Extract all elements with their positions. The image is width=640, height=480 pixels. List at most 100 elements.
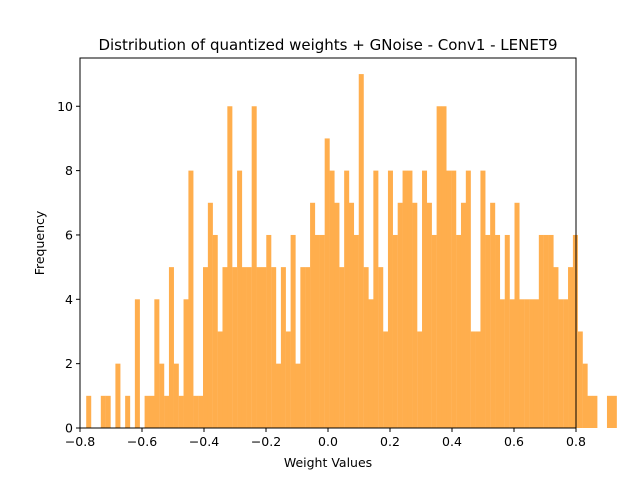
- histogram-bar: [86, 395, 92, 428]
- x-tick-label: −0.8: [65, 434, 95, 449]
- histogram-bar: [592, 395, 598, 428]
- histogram-bar: [285, 331, 291, 428]
- x-axis-ticks: −0.8 −0.6 −0.4 −0.2 0.0 0.2 0.4 0.6 0.8: [65, 428, 586, 449]
- histogram-bar: [324, 138, 330, 428]
- x-tick-label: 0.0: [318, 434, 338, 449]
- histogram-bar: [460, 202, 466, 428]
- histogram-bar: [451, 170, 457, 429]
- histogram-bar: [334, 202, 340, 428]
- histogram-bar: [538, 234, 544, 428]
- x-tick-label: −0.2: [251, 434, 281, 449]
- histogram-bar: [290, 234, 296, 428]
- histogram-bar: [519, 299, 525, 428]
- histogram-bar: [417, 331, 423, 428]
- histogram-bar: [577, 331, 583, 428]
- histogram-bar: [402, 170, 408, 429]
- histogram-bar: [548, 234, 554, 428]
- histogram-bar: [490, 202, 496, 428]
- histogram-bar: [188, 170, 194, 429]
- histogram-bar: [256, 267, 262, 428]
- histogram-bar: [456, 234, 462, 428]
- histogram-bar: [100, 395, 106, 428]
- histogram-bar: [524, 299, 530, 428]
- histogram-bar: [203, 267, 209, 428]
- histogram-bar: [300, 267, 306, 428]
- histogram-bar: [164, 395, 170, 428]
- x-tick-label: −0.6: [127, 434, 157, 449]
- histogram-bar: [363, 267, 369, 428]
- histogram-bar: [168, 267, 174, 428]
- histogram-bar: [154, 299, 160, 428]
- histogram-bar: [446, 170, 452, 429]
- chart-title: Distribution of quantized weights + GNoi…: [98, 36, 557, 54]
- histogram-bar: [436, 106, 442, 428]
- y-tick-label: 2: [65, 356, 73, 371]
- histogram-bar: [412, 202, 418, 428]
- histogram-bar: [407, 170, 413, 429]
- histogram-bar: [173, 363, 179, 428]
- x-tick-label: 0.6: [504, 434, 524, 449]
- histogram-bar: [198, 395, 204, 428]
- x-tick-label: 0.8: [566, 434, 586, 449]
- histogram-bar: [295, 363, 301, 428]
- histogram-bar: [207, 202, 213, 428]
- histogram-bar: [563, 299, 569, 428]
- histogram-bar: [212, 234, 218, 428]
- histogram-bar: [246, 267, 252, 428]
- histogram-bar: [305, 267, 311, 428]
- histogram-bar: [319, 234, 325, 428]
- histogram-bar: [193, 395, 199, 428]
- histogram-bar: [237, 170, 243, 429]
- histogram-bar: [373, 170, 379, 429]
- histogram-bar: [329, 170, 335, 429]
- histogram-bar: [422, 170, 428, 429]
- histogram-bar: [509, 299, 515, 428]
- histogram-bar: [611, 395, 617, 428]
- histogram-bar: [266, 234, 272, 428]
- y-tick-label: 0: [65, 421, 73, 436]
- histogram-bar: [543, 234, 549, 428]
- histogram-bar: [314, 234, 320, 428]
- histogram-bar: [587, 395, 593, 428]
- histogram-bar: [276, 363, 282, 428]
- histogram-bar: [383, 331, 389, 428]
- histogram-bar: [397, 202, 403, 428]
- histogram-bar: [232, 267, 238, 428]
- histogram-bar: [183, 299, 189, 428]
- histogram-bar: [251, 106, 257, 428]
- histogram-bar: [227, 106, 233, 428]
- y-axis-ticks: 0 2 4 6 8 10: [57, 99, 80, 436]
- histogram-bar: [241, 267, 247, 428]
- histogram-bar: [310, 202, 316, 428]
- histogram-bar: [387, 170, 393, 429]
- histogram-bar: [134, 299, 140, 428]
- histogram-bar: [178, 395, 184, 428]
- x-tick-label: 0.2: [380, 434, 400, 449]
- y-tick-label: 8: [65, 163, 73, 178]
- histogram-bar: [115, 363, 121, 428]
- x-axis-title: Weight Values: [284, 455, 372, 470]
- histogram-bar: [499, 299, 505, 428]
- histogram-bar: [222, 267, 228, 428]
- histogram-bar: [144, 395, 150, 428]
- y-tick-label: 6: [65, 227, 73, 242]
- y-axis-title: Frequency: [32, 210, 47, 275]
- histogram-bar: [529, 299, 535, 428]
- histogram-bar: [159, 363, 165, 428]
- histogram-bar: [378, 267, 384, 428]
- histogram-bar: [339, 267, 345, 428]
- histogram-bar: [606, 395, 612, 428]
- histogram-bar: [504, 234, 510, 428]
- histogram-bar: [582, 363, 588, 428]
- histogram-bar: [480, 170, 486, 429]
- histogram-bar: [470, 331, 476, 428]
- histogram-bar: [349, 202, 355, 428]
- histogram-bar: [271, 267, 277, 428]
- histogram-bar: [431, 234, 437, 428]
- histogram-bar: [553, 267, 559, 428]
- histogram-bar: [217, 331, 223, 428]
- histogram-bar: [392, 234, 398, 428]
- histogram-bar: [495, 234, 501, 428]
